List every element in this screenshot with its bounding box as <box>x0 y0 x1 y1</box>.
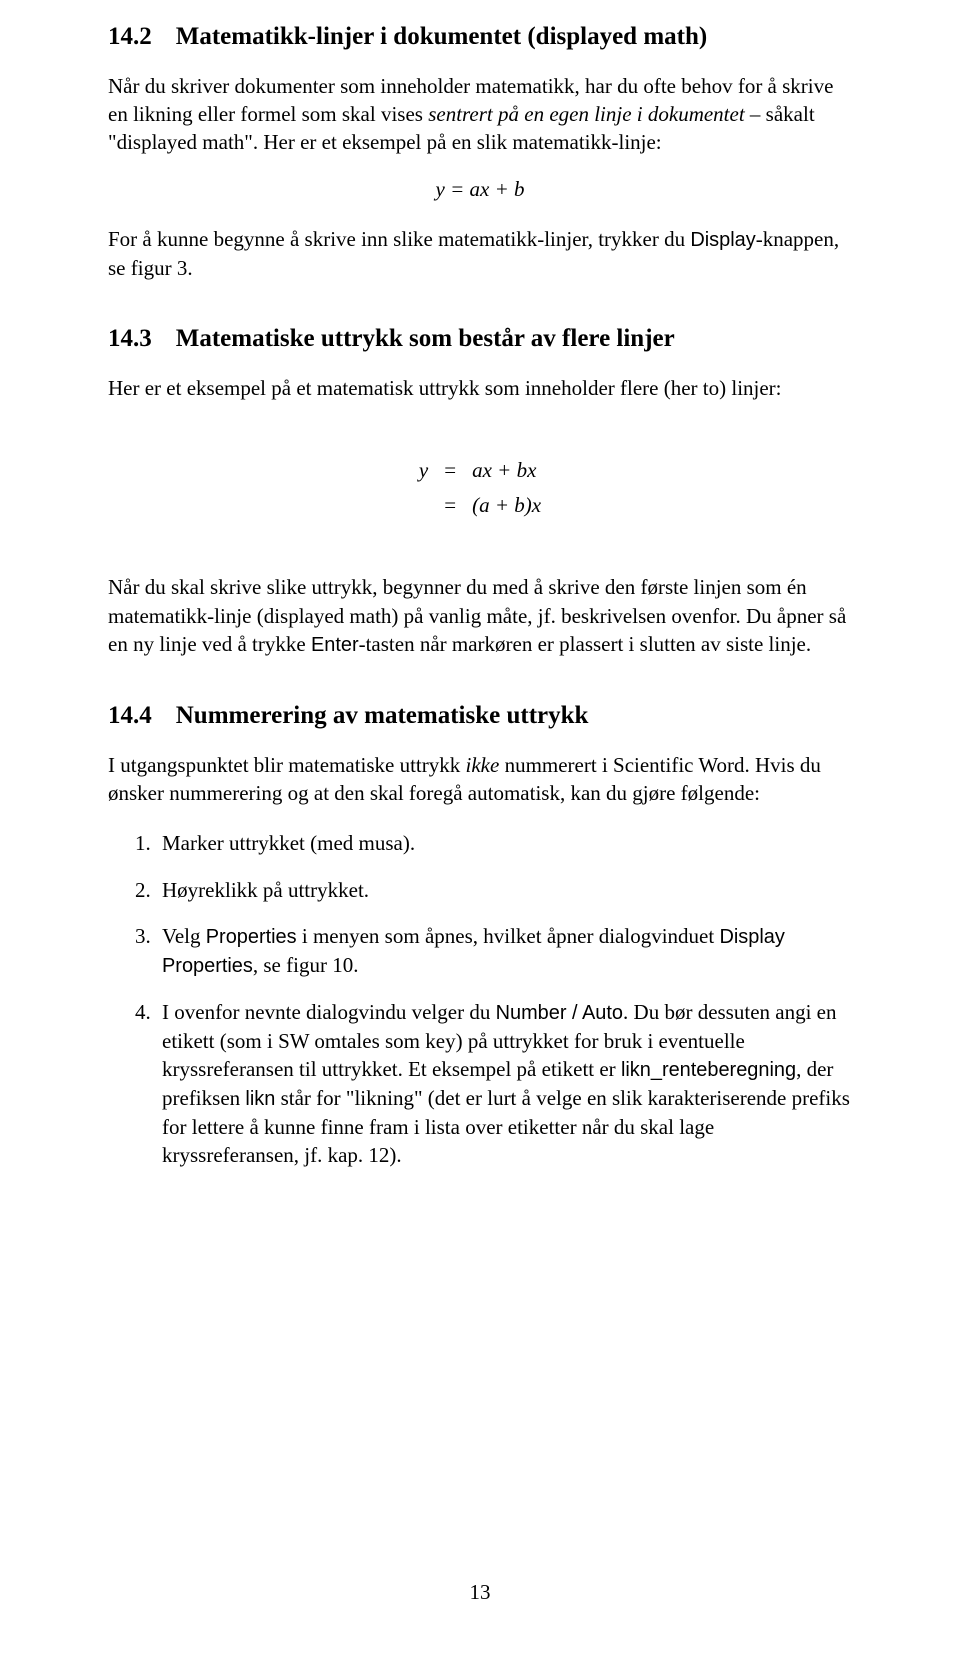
ui-term: likn <box>245 1088 275 1110</box>
paragraph: Når du skriver dokumenter som inneholder… <box>108 72 852 157</box>
section-heading-14-4: 14.4 Nummerering av matematiske uttrykk <box>108 699 852 733</box>
body-text: I utgangspunktet blir matematiske uttryk… <box>108 753 466 777</box>
body-text: i menyen som åpnes, hvilket åpner dialog… <box>297 924 720 948</box>
ui-term: Properties <box>206 926 297 948</box>
ui-term: Display <box>690 229 755 251</box>
body-text: I ovenfor nevnte dialogvindu velger du <box>162 1000 496 1024</box>
section-title: Nummerering av matematiske uttrykk <box>176 702 589 729</box>
displayed-equation: y = ax + b <box>108 175 852 203</box>
list-item: Marker uttrykket (med musa). <box>156 829 852 857</box>
list-item: I ovenfor nevnte dialogvindu velger du N… <box>156 998 852 1170</box>
section-heading-14-3: 14.3 Matematiske uttrykk som består av fl… <box>108 322 852 356</box>
body-text: For å kunne begynne å skrive inn slike m… <box>108 227 690 251</box>
ui-term: Number / Auto <box>496 1002 623 1024</box>
equation-row: = (a + b)x <box>415 489 545 521</box>
math-expression: y = ax + b <box>436 177 525 201</box>
body-text: , se figur 10. <box>253 953 359 977</box>
equation-row: y = ax + bx <box>415 454 545 486</box>
ui-term: Enter <box>311 634 359 656</box>
equation-lhs: y <box>415 454 432 486</box>
section-number: 14.3 <box>108 325 152 352</box>
ui-term: likn_renteberegning <box>621 1059 796 1081</box>
equation-lhs <box>415 489 432 521</box>
numbered-list: Marker uttrykket (med musa). Høyreklikk … <box>108 829 852 1169</box>
list-item: Høyreklikk på uttrykket. <box>156 876 852 904</box>
body-text: -tasten når markøren er plassert i slutt… <box>359 632 812 656</box>
document-page: 14.2 Matematikk-linjer i dokumentet (disp… <box>0 0 960 1654</box>
body-text: Velg <box>162 924 206 948</box>
equation-rhs: ax + bx <box>468 454 545 486</box>
equals-sign: = <box>434 489 466 521</box>
paragraph: For å kunne begynne å skrive inn slike m… <box>108 225 852 282</box>
paragraph: Når du skal skrive slike uttrykk, begynn… <box>108 573 852 659</box>
paragraph: Her er et eksempel på et matematisk uttr… <box>108 374 852 402</box>
list-item: Velg Properties i menyen som åpnes, hvil… <box>156 922 852 980</box>
section-number: 14.4 <box>108 702 152 729</box>
section-title: Matematikk-linjer i dokumentet (displaye… <box>176 23 707 50</box>
section-heading-14-2: 14.2 Matematikk-linjer i dokumentet (disp… <box>108 20 852 54</box>
body-text: Marker uttrykket (med musa). <box>162 831 415 855</box>
paragraph: I utgangspunktet blir matematiske uttryk… <box>108 751 852 808</box>
aligned-equation: y = ax + bx = (a + b)x <box>413 452 547 523</box>
equals-sign: = <box>434 454 466 486</box>
italic-text: ikke <box>466 753 500 777</box>
body-text: Høyreklikk på uttrykket. <box>162 878 369 902</box>
italic-text: sentrert på en egen linje i dokumentet <box>428 102 744 126</box>
section-title: Matematiske uttrykk som består av flere … <box>176 325 675 352</box>
page-number: 13 <box>0 1578 960 1606</box>
section-number: 14.2 <box>108 23 152 50</box>
equation-rhs: (a + b)x <box>468 489 545 521</box>
